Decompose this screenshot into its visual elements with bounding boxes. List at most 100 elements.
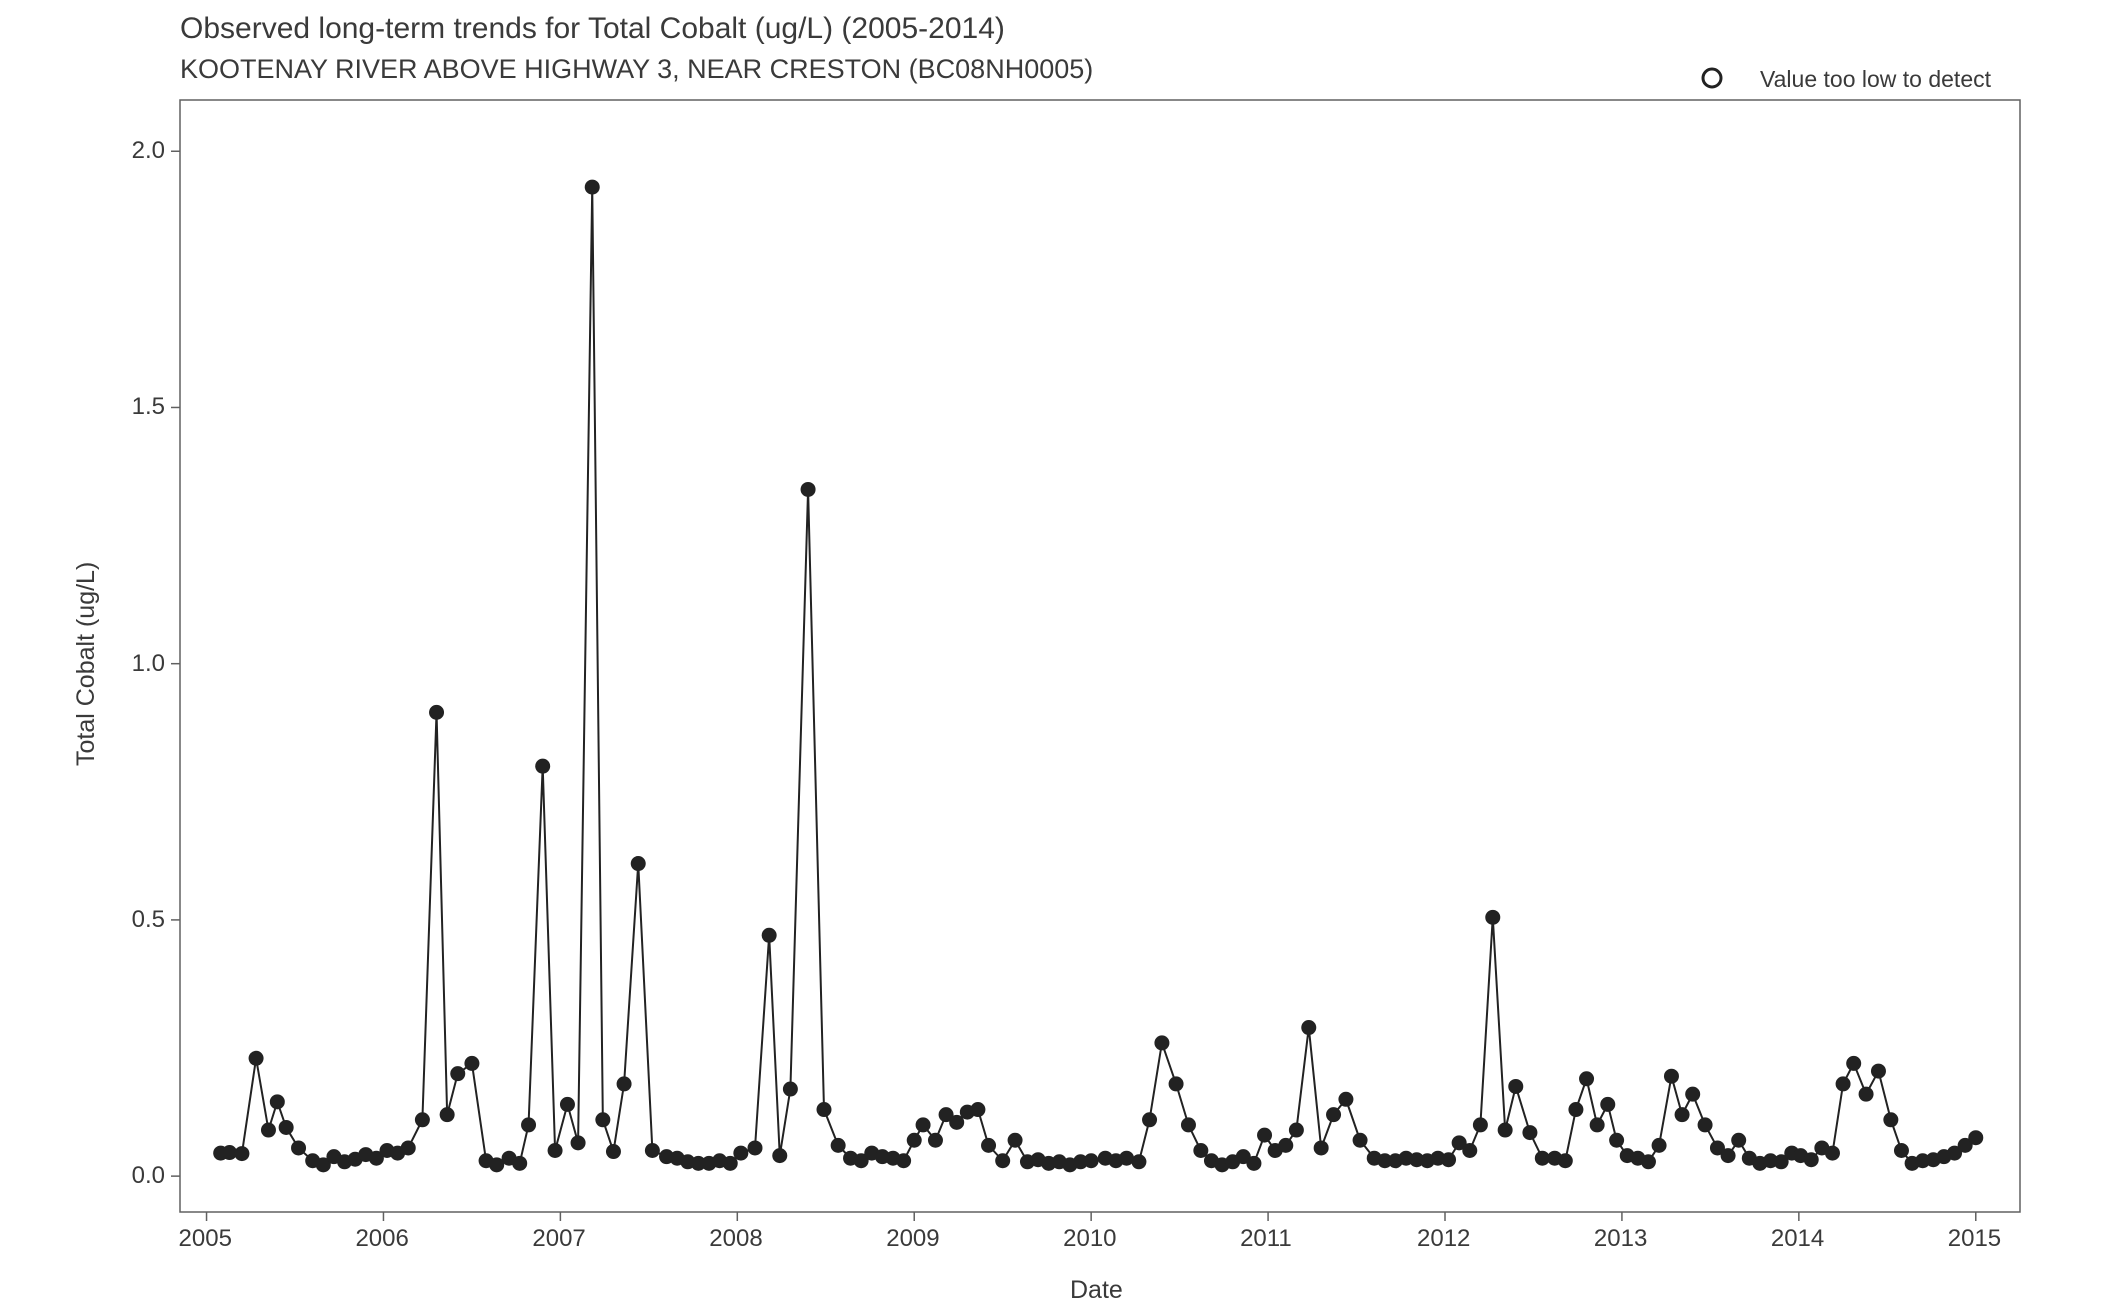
y-tick-label: 1.0 — [132, 650, 165, 678]
data-point — [1883, 1112, 1898, 1127]
data-point — [762, 928, 777, 943]
data-point — [1968, 1130, 1983, 1145]
data-point — [1522, 1125, 1537, 1140]
data-point — [1084, 1153, 1099, 1168]
data-point — [234, 1146, 249, 1161]
data-point — [249, 1051, 264, 1066]
data-point — [585, 180, 600, 195]
data-point — [1326, 1107, 1341, 1122]
data-point — [1508, 1079, 1523, 1094]
data-point — [1871, 1064, 1886, 1079]
data-point — [981, 1138, 996, 1153]
data-point — [645, 1143, 660, 1158]
data-point — [1008, 1133, 1023, 1148]
data-point — [1181, 1117, 1196, 1132]
data-point — [1314, 1140, 1329, 1155]
data-point — [1338, 1092, 1353, 1107]
data-point — [606, 1144, 621, 1159]
data-point — [1558, 1153, 1573, 1168]
legend-open-circle-icon — [1703, 69, 1721, 87]
data-point — [896, 1153, 911, 1168]
data-point — [1278, 1138, 1293, 1153]
data-point — [783, 1082, 798, 1097]
data-point — [916, 1117, 931, 1132]
data-point — [970, 1102, 985, 1117]
data-point — [279, 1120, 294, 1135]
y-tick-label: 0.0 — [132, 1162, 165, 1190]
data-point — [1131, 1154, 1146, 1169]
data-point — [401, 1140, 416, 1155]
data-point — [1641, 1154, 1656, 1169]
x-tick-label: 2009 — [886, 1225, 939, 1253]
data-point — [1846, 1056, 1861, 1071]
y-tick-label: 1.5 — [132, 393, 165, 421]
data-point — [1590, 1117, 1605, 1132]
data-point — [415, 1112, 430, 1127]
x-tick-label: 2006 — [355, 1225, 408, 1253]
data-point — [1685, 1087, 1700, 1102]
data-point — [928, 1133, 943, 1148]
chart-svg — [0, 0, 2112, 1309]
data-point — [548, 1143, 563, 1158]
data-point — [1825, 1146, 1840, 1161]
data-point — [995, 1153, 1010, 1168]
data-point — [1804, 1152, 1819, 1167]
data-point — [1600, 1097, 1615, 1112]
data-point — [1731, 1133, 1746, 1148]
data-point — [535, 759, 550, 774]
data-point — [261, 1123, 276, 1138]
data-point — [1609, 1133, 1624, 1148]
data-point — [907, 1133, 922, 1148]
data-point — [595, 1112, 610, 1127]
data-point — [1859, 1087, 1874, 1102]
data-point — [1836, 1076, 1851, 1091]
data-point — [1246, 1156, 1261, 1171]
data-point — [560, 1097, 575, 1112]
data-point — [1142, 1112, 1157, 1127]
data-point — [1462, 1143, 1477, 1158]
data-point — [1579, 1071, 1594, 1086]
data-point — [1485, 910, 1500, 925]
data-point — [270, 1094, 285, 1109]
data-point — [772, 1148, 787, 1163]
data-point — [429, 705, 444, 720]
data-point — [733, 1146, 748, 1161]
data-point — [817, 1102, 832, 1117]
data-point — [831, 1138, 846, 1153]
x-tick-label: 2005 — [179, 1225, 232, 1253]
y-tick-label: 2.0 — [132, 137, 165, 165]
x-tick-label: 2010 — [1063, 1225, 1116, 1253]
x-tick-label: 2011 — [1240, 1225, 1292, 1253]
data-point — [512, 1156, 527, 1171]
data-point — [521, 1117, 536, 1132]
chart-container: Observed long-term trends for Total Coba… — [0, 0, 2112, 1309]
data-point — [440, 1107, 455, 1122]
data-point — [1289, 1123, 1304, 1138]
data-point — [748, 1140, 763, 1155]
x-tick-label: 2015 — [1948, 1225, 2001, 1253]
data-point — [1675, 1107, 1690, 1122]
y-tick-label: 0.5 — [132, 906, 165, 934]
data-point — [801, 482, 816, 497]
data-point — [1568, 1102, 1583, 1117]
data-point — [1301, 1020, 1316, 1035]
data-point — [1664, 1069, 1679, 1084]
data-point — [1652, 1138, 1667, 1153]
data-point — [1894, 1143, 1909, 1158]
data-point — [617, 1076, 632, 1091]
x-tick-label: 2012 — [1417, 1225, 1470, 1253]
data-point — [1473, 1117, 1488, 1132]
data-point — [1721, 1148, 1736, 1163]
data-point — [464, 1056, 479, 1071]
data-point — [291, 1140, 306, 1155]
data-point — [1698, 1117, 1713, 1132]
data-point — [1353, 1133, 1368, 1148]
data-point — [1441, 1152, 1456, 1167]
x-tick-label: 2007 — [532, 1225, 585, 1253]
data-point — [1257, 1128, 1272, 1143]
data-point — [571, 1135, 586, 1150]
x-tick-label: 2014 — [1771, 1225, 1824, 1253]
data-point — [631, 856, 646, 871]
x-tick-label: 2008 — [709, 1225, 762, 1253]
data-point — [1154, 1035, 1169, 1050]
